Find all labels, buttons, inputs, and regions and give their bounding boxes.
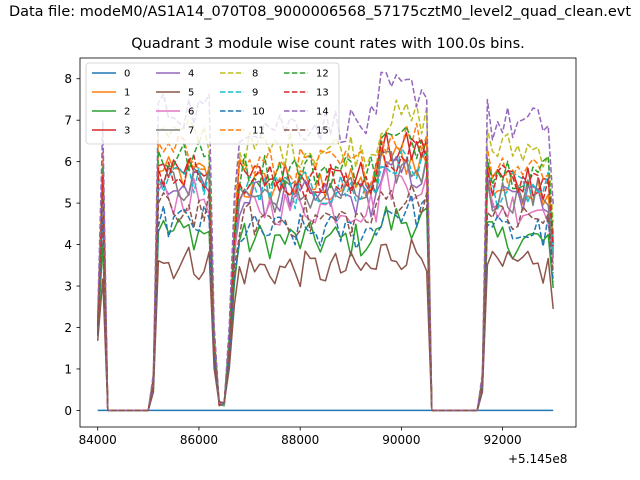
y-tick-label: 7: [64, 114, 72, 128]
legend-label: 13: [316, 88, 329, 99]
axes-frame: [79, 57, 577, 428]
legend-label: 8: [252, 69, 258, 80]
legend-label: 5: [188, 88, 194, 99]
y-tick-label: 1: [64, 362, 72, 376]
legend-label: 3: [124, 126, 130, 137]
x-tick-label: 92000: [484, 433, 522, 447]
series-line-15: [96, 183, 554, 412]
legend-box: [85, 62, 340, 145]
legend-label: 15: [316, 126, 329, 137]
legend-label: 11: [252, 126, 265, 137]
legend-label: 10: [252, 107, 265, 118]
legend-label: 7: [188, 126, 194, 137]
x-tick-label: 90000: [382, 433, 420, 447]
legend-label: 2: [124, 107, 130, 118]
legend-label: 4: [188, 69, 194, 80]
y-tick-label: 0: [64, 404, 72, 418]
legend-label: 12: [316, 69, 329, 80]
y-tick-label: 2: [64, 321, 72, 335]
x-tick-label: 88000: [281, 433, 319, 447]
x-tick-label: 84000: [79, 433, 117, 447]
y-tick-label: 3: [64, 280, 72, 294]
legend-label: 0: [124, 69, 130, 80]
legend-label: 14: [316, 107, 329, 118]
y-tick-label: 4: [64, 238, 72, 252]
chart-title: Quadrant 3 module wise count rates with …: [131, 36, 525, 52]
y-tick-label: 8: [64, 72, 72, 86]
x-tick-label: 86000: [180, 433, 218, 447]
figure-suptitle: Data file: modeM0/AS1A14_070T08_90000065…: [8, 4, 632, 20]
legend-label: 6: [188, 107, 194, 118]
legend-label: 9: [252, 88, 258, 99]
y-tick-label: 6: [64, 155, 72, 169]
series-line-10: [96, 194, 554, 412]
y-tick-label: 5: [64, 197, 72, 211]
x-offset-label: +5.145e8: [508, 452, 568, 466]
legend-label: 1: [124, 88, 130, 99]
